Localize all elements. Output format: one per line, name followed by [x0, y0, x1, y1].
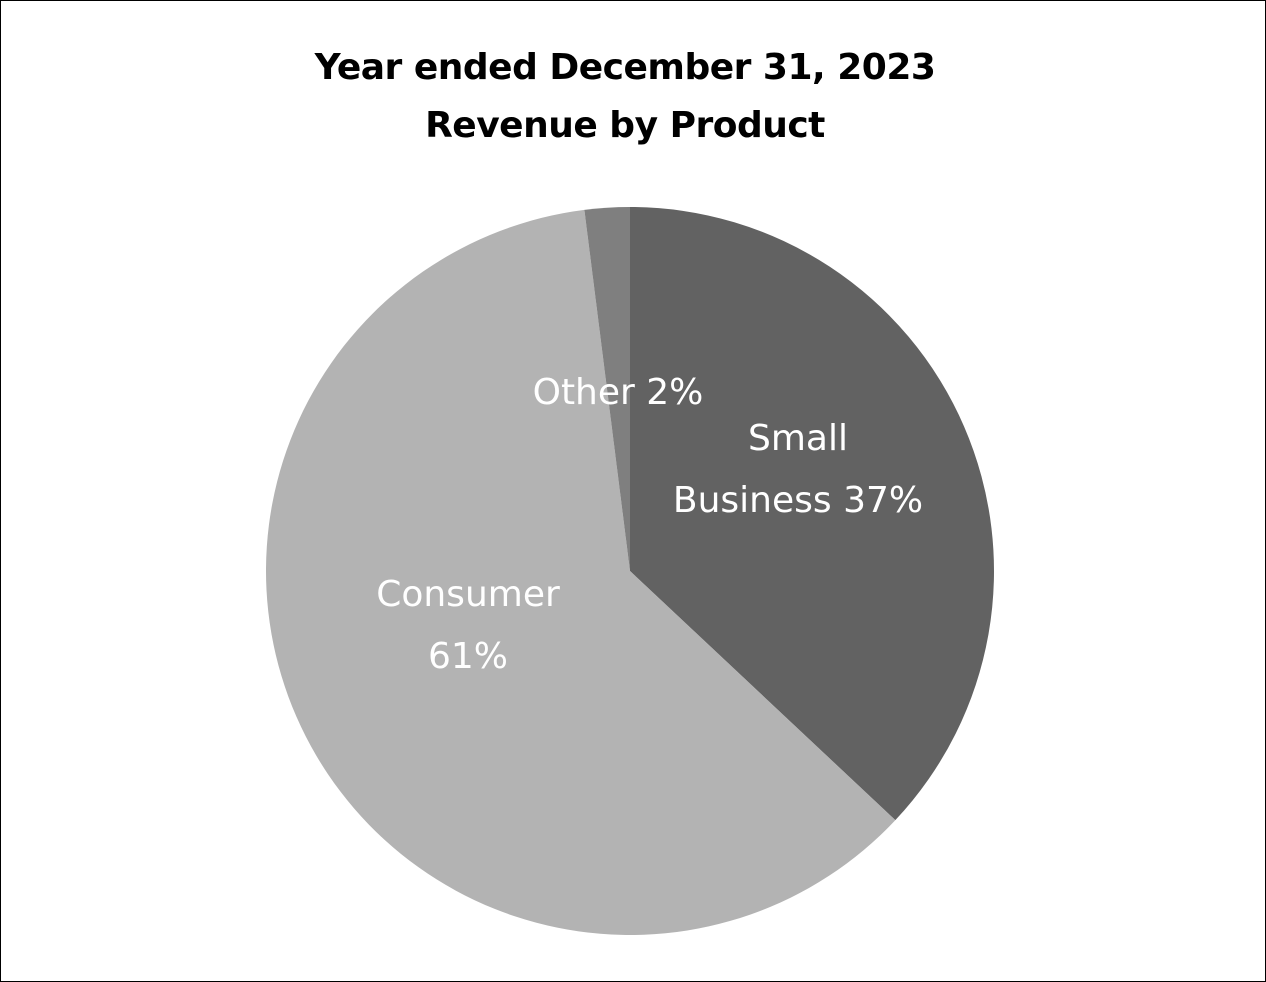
slice-label-small-business: Small Business 37% [673, 418, 923, 521]
chart-title: Year ended December 31, 2023 Revenue by … [1, 39, 1249, 155]
slice-label-line: Other 2% [533, 372, 704, 413]
chart-title-line-1: Year ended December 31, 2023 [314, 47, 936, 88]
slice-label-line: Consumer [376, 574, 560, 615]
pie-slice-consumer [266, 209, 896, 935]
chart-title-line-2: Revenue by Product [425, 105, 825, 146]
slice-label-line: Business 37% [673, 480, 923, 521]
slice-label-line: 61% [428, 636, 508, 677]
slice-label-other: Other 2% [533, 372, 704, 413]
slice-label-line: Small [748, 418, 848, 459]
pie-slice-small-business [630, 207, 995, 821]
pie-slice-other [584, 207, 630, 571]
slice-label-consumer: Consumer 61% [376, 574, 560, 677]
